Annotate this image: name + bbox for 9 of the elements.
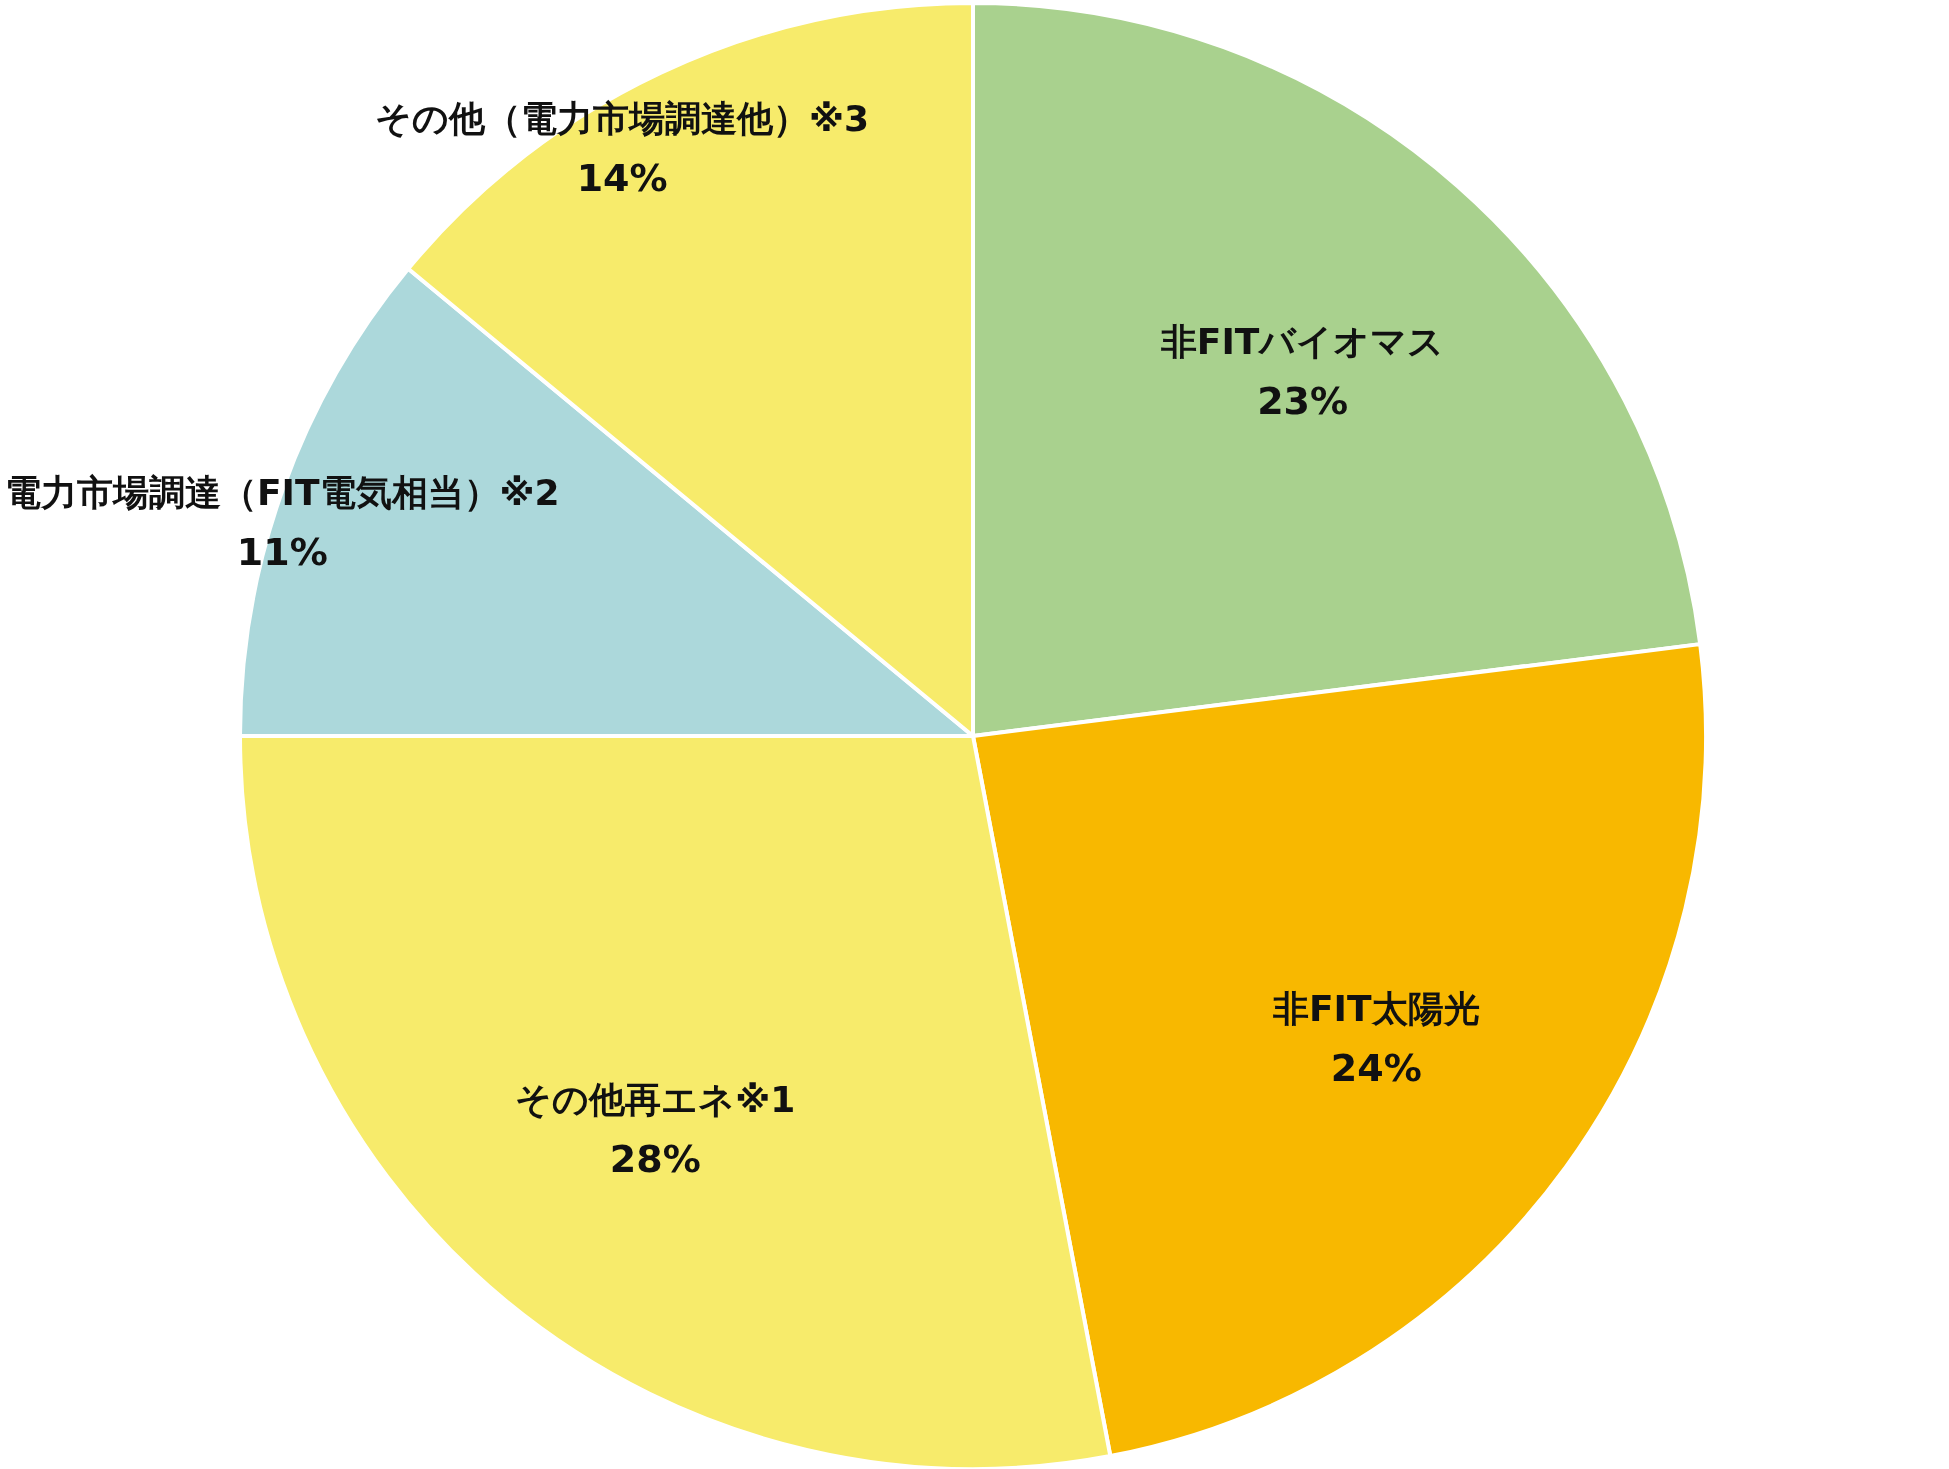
slice-label: 電力市場調達（FIT電気相当）※2 — [5, 471, 560, 513]
data-label: 28% — [609, 1137, 701, 1182]
data-label: 23% — [1257, 379, 1349, 424]
slice-label: 非FITバイオマス — [1159, 321, 1445, 363]
slice-label: 非FIT太陽光 — [1271, 987, 1480, 1029]
slice-label: その他再エネ※1 — [515, 1079, 796, 1121]
data-label: 11% — [236, 529, 328, 574]
data-label: 24% — [1330, 1045, 1422, 1090]
data-label: 14% — [576, 156, 668, 201]
